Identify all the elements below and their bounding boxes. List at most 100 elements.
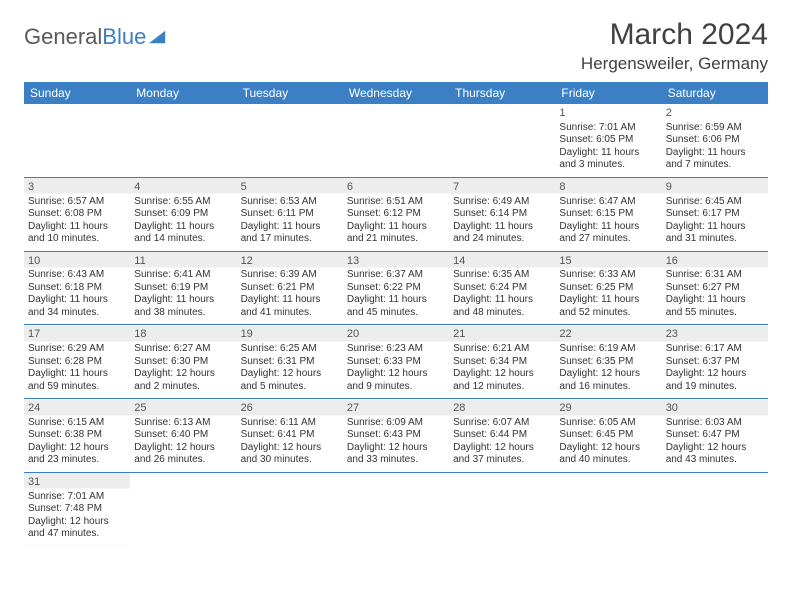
daylight-text: Daylight: 12 hours and 37 minutes. [453, 442, 551, 467]
calendar-cell: 3Sunrise: 6:57 AMSunset: 6:08 PMDaylight… [24, 177, 130, 251]
sunset-text: Sunset: 6:08 PM [28, 208, 126, 221]
daylight-text: Daylight: 11 hours and 38 minutes. [134, 294, 232, 319]
calendar-cell: 12Sunrise: 6:39 AMSunset: 6:21 PMDayligh… [237, 251, 343, 325]
day-number: 29 [559, 402, 657, 416]
calendar-cell [130, 104, 236, 177]
daylight-text: Daylight: 11 hours and 27 minutes. [559, 221, 657, 246]
daylight-text: Daylight: 11 hours and 10 minutes. [28, 221, 126, 246]
calendar-week-row: 3Sunrise: 6:57 AMSunset: 6:08 PMDaylight… [24, 177, 768, 251]
sunset-text: Sunset: 6:14 PM [453, 208, 551, 221]
day-number: 17 [28, 328, 126, 342]
sunrise-text: Sunrise: 7:01 AM [28, 491, 126, 504]
day-number: 13 [347, 255, 445, 269]
calendar-cell: 14Sunrise: 6:35 AMSunset: 6:24 PMDayligh… [449, 251, 555, 325]
sunrise-text: Sunrise: 6:57 AM [28, 196, 126, 209]
sunset-text: Sunset: 6:06 PM [666, 134, 764, 147]
calendar-cell [343, 104, 449, 177]
sunset-text: Sunset: 7:48 PM [28, 503, 126, 516]
day-number: 4 [134, 181, 232, 195]
sunrise-text: Sunrise: 6:43 AM [28, 269, 126, 282]
sunrise-text: Sunrise: 6:55 AM [134, 196, 232, 209]
day-number: 19 [241, 328, 339, 342]
sunset-text: Sunset: 6:40 PM [134, 429, 232, 442]
day-number: 20 [347, 328, 445, 342]
calendar-cell: 21Sunrise: 6:21 AMSunset: 6:34 PMDayligh… [449, 325, 555, 399]
sunset-text: Sunset: 6:15 PM [559, 208, 657, 221]
day-number: 18 [134, 328, 232, 342]
calendar-week-row: 24Sunrise: 6:15 AMSunset: 6:38 PMDayligh… [24, 399, 768, 473]
sunrise-text: Sunrise: 6:23 AM [347, 343, 445, 356]
logo-text-blue: Blue [102, 24, 146, 50]
calendar-cell [343, 472, 449, 545]
day-number: 10 [28, 255, 126, 269]
calendar-cell [662, 472, 768, 545]
calendar-cell: 19Sunrise: 6:25 AMSunset: 6:31 PMDayligh… [237, 325, 343, 399]
calendar-cell: 31Sunrise: 7:01 AMSunset: 7:48 PMDayligh… [24, 472, 130, 545]
weekday-header: Friday [555, 82, 661, 104]
day-number: 6 [347, 181, 445, 195]
day-number: 8 [559, 181, 657, 195]
day-number: 21 [453, 328, 551, 342]
day-number: 22 [559, 328, 657, 342]
calendar-cell: 13Sunrise: 6:37 AMSunset: 6:22 PMDayligh… [343, 251, 449, 325]
sunrise-text: Sunrise: 6:49 AM [453, 196, 551, 209]
day-number: 12 [241, 255, 339, 269]
sunrise-text: Sunrise: 6:27 AM [134, 343, 232, 356]
calendar-cell [237, 104, 343, 177]
calendar-week-row: 1Sunrise: 7:01 AMSunset: 6:05 PMDaylight… [24, 104, 768, 177]
day-number: 14 [453, 255, 551, 269]
daylight-text: Daylight: 12 hours and 47 minutes. [28, 516, 126, 541]
daylight-text: Daylight: 11 hours and 7 minutes. [666, 147, 764, 172]
sunset-text: Sunset: 6:44 PM [453, 429, 551, 442]
sunset-text: Sunset: 6:11 PM [241, 208, 339, 221]
calendar-cell: 11Sunrise: 6:41 AMSunset: 6:19 PMDayligh… [130, 251, 236, 325]
sunrise-text: Sunrise: 6:53 AM [241, 196, 339, 209]
calendar-cell: 30Sunrise: 6:03 AMSunset: 6:47 PMDayligh… [662, 399, 768, 473]
calendar-cell: 18Sunrise: 6:27 AMSunset: 6:30 PMDayligh… [130, 325, 236, 399]
calendar-cell: 24Sunrise: 6:15 AMSunset: 6:38 PMDayligh… [24, 399, 130, 473]
sunset-text: Sunset: 6:12 PM [347, 208, 445, 221]
daylight-text: Daylight: 12 hours and 23 minutes. [28, 442, 126, 467]
daylight-text: Daylight: 12 hours and 5 minutes. [241, 368, 339, 393]
day-number: 2 [666, 107, 764, 121]
daylight-text: Daylight: 12 hours and 19 minutes. [666, 368, 764, 393]
sunrise-text: Sunrise: 6:45 AM [666, 196, 764, 209]
calendar-cell [449, 104, 555, 177]
sunset-text: Sunset: 6:27 PM [666, 282, 764, 295]
daylight-text: Daylight: 12 hours and 9 minutes. [347, 368, 445, 393]
daylight-text: Daylight: 11 hours and 52 minutes. [559, 294, 657, 319]
sunset-text: Sunset: 6:28 PM [28, 356, 126, 369]
sunrise-text: Sunrise: 6:35 AM [453, 269, 551, 282]
day-number: 26 [241, 402, 339, 416]
sunrise-text: Sunrise: 6:15 AM [28, 417, 126, 430]
sunset-text: Sunset: 6:09 PM [134, 208, 232, 221]
calendar-table: Sunday Monday Tuesday Wednesday Thursday… [24, 82, 768, 546]
sunrise-text: Sunrise: 6:25 AM [241, 343, 339, 356]
calendar-cell: 2Sunrise: 6:59 AMSunset: 6:06 PMDaylight… [662, 104, 768, 177]
calendar-cell: 25Sunrise: 6:13 AMSunset: 6:40 PMDayligh… [130, 399, 236, 473]
sunset-text: Sunset: 6:33 PM [347, 356, 445, 369]
calendar-cell: 26Sunrise: 6:11 AMSunset: 6:41 PMDayligh… [237, 399, 343, 473]
sunrise-text: Sunrise: 6:47 AM [559, 196, 657, 209]
calendar-cell: 9Sunrise: 6:45 AMSunset: 6:17 PMDaylight… [662, 177, 768, 251]
day-number: 11 [134, 255, 232, 269]
calendar-week-row: 17Sunrise: 6:29 AMSunset: 6:28 PMDayligh… [24, 325, 768, 399]
daylight-text: Daylight: 11 hours and 21 minutes. [347, 221, 445, 246]
sunset-text: Sunset: 6:21 PM [241, 282, 339, 295]
header: GeneralBlue March 2024 Hergensweiler, Ge… [24, 18, 768, 74]
calendar-cell: 7Sunrise: 6:49 AMSunset: 6:14 PMDaylight… [449, 177, 555, 251]
calendar-cell: 15Sunrise: 6:33 AMSunset: 6:25 PMDayligh… [555, 251, 661, 325]
weekday-header: Saturday [662, 82, 768, 104]
sunset-text: Sunset: 6:35 PM [559, 356, 657, 369]
sunrise-text: Sunrise: 6:37 AM [347, 269, 445, 282]
title-block: March 2024 Hergensweiler, Germany [581, 18, 768, 74]
day-number: 9 [666, 181, 764, 195]
calendar-cell: 23Sunrise: 6:17 AMSunset: 6:37 PMDayligh… [662, 325, 768, 399]
calendar-cell [237, 472, 343, 545]
day-number: 24 [28, 402, 126, 416]
sunrise-text: Sunrise: 6:39 AM [241, 269, 339, 282]
sunrise-text: Sunrise: 6:31 AM [666, 269, 764, 282]
sunrise-text: Sunrise: 6:11 AM [241, 417, 339, 430]
calendar-cell: 22Sunrise: 6:19 AMSunset: 6:35 PMDayligh… [555, 325, 661, 399]
calendar-cell [130, 472, 236, 545]
